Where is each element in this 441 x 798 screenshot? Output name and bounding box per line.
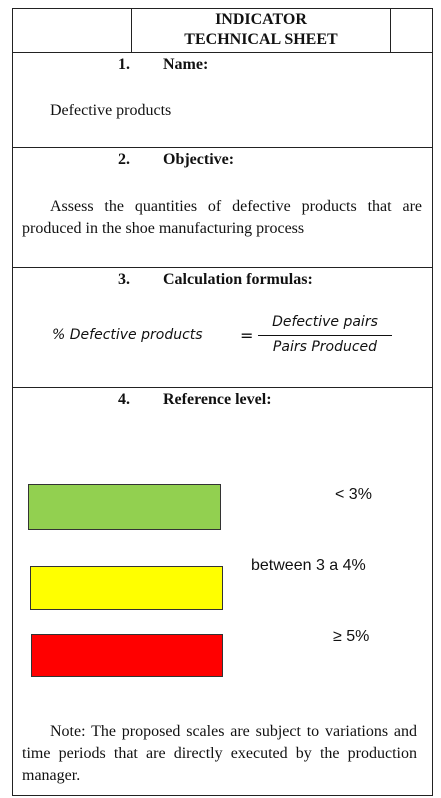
title-line: INDICATOR xyxy=(215,11,307,28)
section-number: 3. xyxy=(118,271,130,288)
section-number: 1. xyxy=(118,56,130,73)
section-heading: Name: xyxy=(163,56,209,73)
level-label: between 3 a 4% xyxy=(251,557,366,574)
title-line: TECHNICAL SHEET xyxy=(184,31,338,48)
level-label: < 3% xyxy=(335,486,372,503)
header-cell xyxy=(12,8,132,53)
section-body: Assess the quantities of defective produ… xyxy=(22,198,422,237)
section-number: 2. xyxy=(118,151,130,168)
section xyxy=(12,387,433,796)
section-heading: Calculation formulas: xyxy=(163,271,313,288)
formula-denominator: Pairs Produced xyxy=(272,339,378,355)
fraction-bar xyxy=(258,335,392,336)
formula-operator: = xyxy=(240,326,254,345)
level-swatch xyxy=(30,566,223,610)
level-label: ≥ 5% xyxy=(333,628,370,645)
header-title: INDICATOR TECHNICAL SHEET xyxy=(131,8,391,53)
formula-lhs: % Defective products xyxy=(52,327,203,343)
section-body: Defective products xyxy=(50,102,172,119)
formula-numerator: Defective pairs xyxy=(272,314,378,330)
header-cell xyxy=(390,8,433,53)
note: Note: The proposed scales are subject to… xyxy=(22,723,417,784)
section-heading: Reference level: xyxy=(163,391,272,408)
level-swatch xyxy=(31,634,223,677)
section-heading: Objective: xyxy=(163,151,235,168)
level-swatch xyxy=(28,484,221,530)
section-number: 4. xyxy=(118,391,130,408)
